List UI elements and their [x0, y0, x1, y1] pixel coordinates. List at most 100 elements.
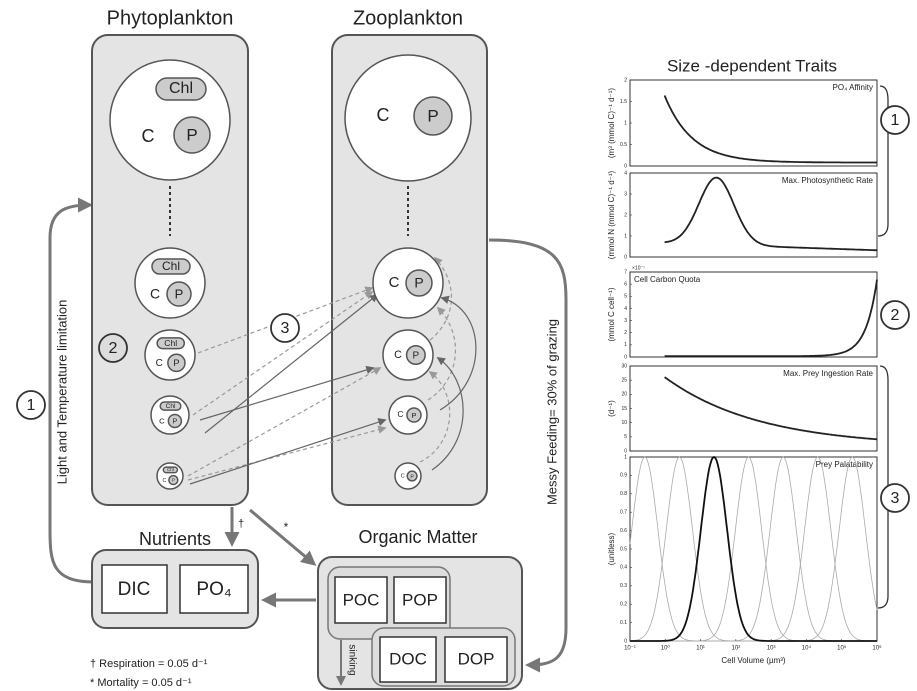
y-tick-label: 0 [624, 254, 627, 260]
respiration-symbol: † [238, 518, 244, 530]
carbon: C [156, 358, 163, 369]
y-tick-label: 0.9 [620, 473, 627, 479]
light-label: Light and Temperature limitation [54, 300, 69, 485]
y-tick-label: 1 [624, 342, 627, 348]
y-tick-label: 0.1 [620, 620, 627, 626]
group-number: 2 [891, 307, 900, 324]
phosphorus: P [411, 411, 416, 420]
y-tick-label: 0.7 [620, 510, 627, 516]
pool: POC [343, 590, 380, 609]
y-tick-label: 0 [624, 354, 627, 360]
zoo-title: Zooplankton [353, 7, 463, 29]
nutrients-title: Nutrients [139, 529, 211, 549]
traits-title: Size -dependent Traits [667, 56, 837, 75]
phosphorus: P [172, 478, 175, 484]
y-tick-label: 1 [624, 120, 627, 126]
y-tick-label: 20 [621, 392, 627, 398]
y-tick-label: 0 [624, 163, 627, 169]
y-tick-label: 1 [624, 454, 627, 460]
chl: Chl [166, 403, 176, 410]
x-axis-label: Cell Volume (µm³) [721, 656, 786, 665]
traits-panels: 1 2 3 PO₄ Affinity (m³ (mmol C)⁻¹ d⁻¹) 0 0.5 1 1… [607, 77, 909, 665]
y-tick-label: 3 [624, 191, 627, 197]
phosphorus: P [414, 275, 423, 291]
pool: DOC [389, 649, 427, 668]
mortality-arrow [250, 510, 314, 564]
mortality-symbol: * [284, 520, 289, 534]
panel-frame [630, 173, 877, 257]
carbon: C [142, 126, 155, 146]
y-tick-label: 5 [624, 434, 627, 440]
y-tick-label: 2 [624, 77, 627, 83]
pool: POP [402, 590, 438, 609]
panel-ylabel: (m³ (mmol C)⁻¹ d⁻¹) [607, 88, 616, 159]
group-markers [878, 86, 894, 608]
y-tick-label: 0.3 [620, 583, 627, 589]
footnote: * Mortality = 0.05 d⁻¹ [90, 677, 192, 689]
y-tick-label: 6 [624, 281, 627, 287]
panel-ylabel: (mmol N (mmol C)⁻¹ d⁻¹) [607, 170, 616, 259]
pool: DIC [118, 579, 151, 600]
y-tick-label: 15 [621, 406, 627, 412]
x-tick-label: 10³ [767, 646, 776, 652]
y-tick-label: 0.5 [620, 546, 627, 552]
messy-label: Messy Feeding= 30% of grazing [544, 319, 559, 505]
x-tick-label: 10¹ [696, 646, 705, 652]
carbon: C [397, 410, 403, 419]
phosphorus: P [175, 286, 184, 301]
carbon: C [394, 349, 402, 361]
y-tick-label: 4 [624, 170, 627, 176]
chl: Chl [164, 338, 177, 348]
phosphorus: P [173, 358, 179, 368]
y-tick-label: 0.4 [620, 565, 627, 571]
y-tick-label: 4 [624, 306, 627, 312]
y-tick-label: 0.5 [620, 142, 627, 148]
phosphorus: P [413, 351, 420, 362]
carbon: C [389, 274, 400, 291]
marker: 3 [281, 320, 290, 337]
x-tick-label: 10² [732, 646, 741, 652]
y-tick-label: 5 [624, 294, 627, 300]
carbon: C [377, 105, 390, 125]
x-tick-label: 10⁴ [802, 645, 812, 652]
sinking-label: sinking [346, 644, 357, 675]
x-tick-label: 10⁰ [661, 645, 671, 652]
panel-ylabel: (d⁻¹) [607, 400, 616, 417]
group-number: 3 [891, 490, 900, 507]
chl: Chl [169, 80, 193, 97]
panel-title: Max. Prey Ingestion Rate [783, 369, 873, 378]
panel-ylabel: (mmol C cell⁻¹) [607, 287, 616, 341]
y-tick-label: 1.5 [620, 99, 627, 105]
y-tick-label: 0.8 [620, 491, 627, 497]
y-tick-label: 0.6 [620, 528, 627, 534]
phyto-title: Phytoplankton [107, 7, 234, 29]
y-tick-label: 25 [621, 377, 627, 383]
chl: Chl [162, 259, 180, 273]
phosphorus: P [410, 474, 414, 480]
y-tick-label: 3 [624, 318, 627, 324]
carbon: C [163, 478, 167, 484]
panel-frame [630, 457, 877, 641]
om-title: Organic Matter [358, 527, 477, 547]
marker: 1 [27, 397, 36, 414]
panel-frame [630, 80, 877, 166]
footnote: † Respiration = 0.05 d⁻¹ [90, 658, 208, 670]
panel-title: PO₄ Affinity [833, 83, 873, 92]
diagram: Light and Temperature limitation Messy F… [0, 0, 917, 691]
panel-title: Cell Carbon Quota [634, 275, 701, 284]
y-tick-label: 30 [621, 363, 627, 369]
carbon: C [150, 286, 160, 302]
chl: Chl [167, 467, 174, 472]
panel-title: Prey Palatability [816, 460, 873, 469]
group-number: 1 [891, 112, 900, 129]
y-tick-label: 0 [624, 638, 627, 644]
pool: DOP [458, 649, 495, 668]
y-tick-label: 1 [624, 233, 627, 239]
phosphorus: P [427, 106, 438, 125]
x-tick-label: 10⁻¹ [624, 646, 636, 652]
x-tick-label: 10⁶ [872, 645, 882, 652]
y-tick-label: 7 [624, 269, 627, 275]
x-tick-label: 10⁵ [837, 645, 847, 652]
pool: PO₄ [196, 579, 231, 600]
panel-frame [630, 272, 877, 357]
